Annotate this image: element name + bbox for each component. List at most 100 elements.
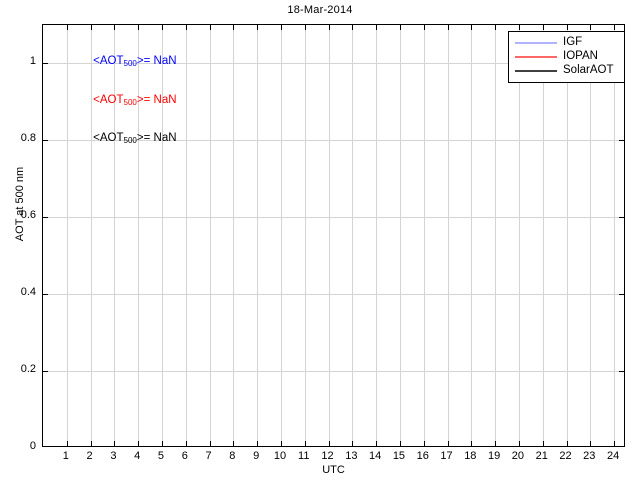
x-tick-mark [566,441,568,446]
gridline-vertical [471,25,473,446]
gridline-vertical [138,25,140,446]
x-tick-mark-top [518,25,520,30]
x-tick-mark [542,441,544,446]
x-tick-mark [399,441,401,446]
legend-entry[interactable]: IOPAN [513,50,620,64]
x-tick-mark [447,441,449,446]
y-tick-mark [43,217,48,219]
plot-area [42,24,625,447]
y-tick-label: 0.6 [20,209,36,222]
annotation-prefix: <AOT [93,132,124,145]
x-tick-mark-top [566,25,568,30]
x-tick-label: 15 [392,450,406,462]
aot-mean-annotation: <AOT500>= NaN [93,133,176,145]
annotation-prefix: <AOT [93,93,124,106]
x-tick-label: 13 [345,450,358,462]
x-tick-mark-top [209,25,211,30]
aot-mean-annotation: <AOT500>= NaN [93,93,177,107]
x-tick-mark [185,441,187,446]
gridline-vertical [542,25,544,446]
gridline-vertical [495,25,497,446]
x-tick-mark [471,441,473,446]
gridline-vertical [114,25,116,446]
gridline-vertical [66,25,68,446]
gridline-vertical [566,25,568,446]
x-tick-mark [280,441,282,446]
x-tick-label: 19 [487,450,501,462]
x-tick-mark-top [114,25,116,30]
legend-entry[interactable]: SolarAOT [513,64,620,78]
x-tick-mark-top [66,25,68,30]
x-tick-mark-top [257,25,259,30]
x-tick-label: 16 [416,450,429,462]
legend-label: IGF [563,36,583,49]
x-tick-mark-top [423,25,425,30]
x-tick-mark [352,441,354,446]
y-tick-mark-right [619,371,624,373]
x-tick-label: 24 [606,450,620,462]
y-tick-mark-right [619,294,624,296]
x-tick-label: 17 [440,450,453,462]
gridline-vertical [304,25,306,446]
x-tick-mark-top [590,25,592,30]
x-tick-label: 21 [535,450,548,462]
x-tick-mark [423,441,425,446]
gridline-vertical [590,25,592,446]
chart-title: 18-Mar-2014 [287,4,353,16]
x-tick-mark-top [471,25,473,30]
x-tick-mark [495,441,497,446]
x-tick-mark [233,441,235,446]
y-tick-mark [43,63,48,65]
gridline-vertical [185,25,187,446]
x-tick-label: 20 [511,450,525,462]
annotation-value: >= NaN [136,93,177,106]
x-tick-mark [138,441,140,446]
gridline-vertical [233,25,235,446]
legend-label: IOPAN [563,50,598,63]
x-tick-label: 8 [229,450,236,462]
gridline-vertical [399,25,401,446]
x-tick-mark [114,441,116,446]
x-tick-label: 7 [205,450,212,462]
gridline-vertical [423,25,425,446]
gridline-vertical [280,25,282,446]
x-tick-mark-top [233,25,235,30]
y-tick-mark [43,294,48,296]
gridline-vertical [161,25,163,446]
x-tick-mark [66,441,68,446]
gridline-vertical [257,25,259,446]
x-tick-mark-top [399,25,401,30]
gridline-vertical [518,25,520,446]
y-tick-mark [43,140,48,142]
x-tick-mark-top [138,25,140,30]
aot-mean-annotation: <AOT500>= NaN [93,56,176,68]
legend-entry[interactable]: IGF [513,36,620,50]
x-tick-mark [590,441,592,446]
y-tick-label: 0.8 [20,132,36,145]
legend-label: SolarAOT [563,64,614,77]
gridline-horizontal [43,371,624,373]
x-tick-label: 22 [559,450,572,462]
x-tick-mark [328,441,330,446]
x-tick-mark [518,441,520,446]
y-tick-mark [43,371,48,373]
gridline-horizontal [43,217,624,219]
x-tick-mark-top [376,25,378,30]
x-tick-label: 12 [321,450,334,462]
y-tick-label: 0.2 [20,363,36,376]
x-tick-label: 11 [298,450,310,462]
gridline-vertical [209,25,211,446]
x-tick-label: 2 [86,450,93,462]
x-tick-mark-top [352,25,354,30]
x-tick-mark [304,441,306,446]
gridline-vertical [90,25,92,446]
annotation-value: >= NaN [136,132,177,145]
y-tick-label: 1 [29,55,36,68]
legend-line-swatch [515,70,557,72]
x-tick-mark [209,441,211,446]
legend-line-swatch [515,42,557,44]
x-tick-mark [614,441,616,446]
gridline-vertical [352,25,354,446]
annotation-subscript: 500 [123,136,137,146]
x-tick-label: 1 [62,450,69,462]
